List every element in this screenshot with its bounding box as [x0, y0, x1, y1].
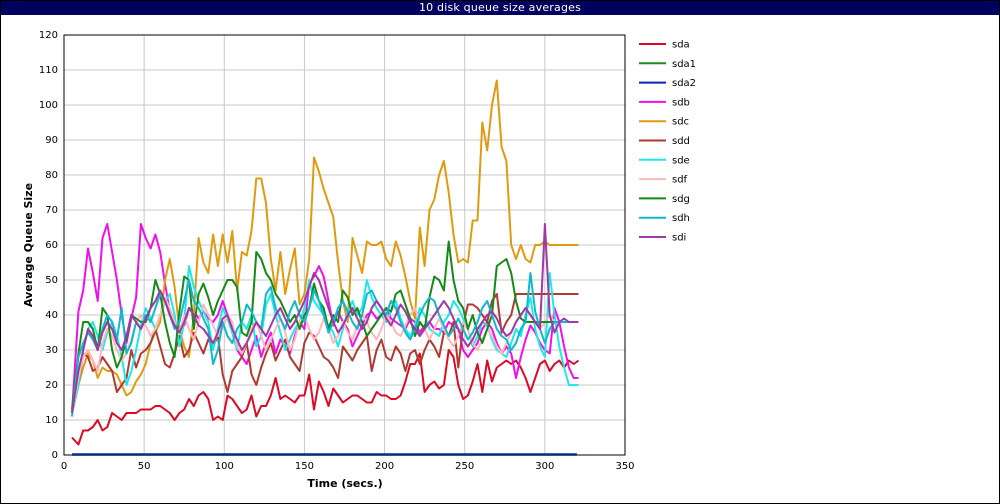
legend: sda sda1 sda2 sdb sdc sdd sde sdf sdg sdh sdi [639, 40, 696, 244]
y-tick-label: 50 [45, 275, 58, 286]
series-line-sdi [71, 223, 579, 414]
legend-label-sdb: sdb [672, 97, 690, 108]
y-tick-label: 60 [45, 240, 58, 251]
legend-label-sdf: sdf [672, 175, 688, 186]
x-tick-label: 350 [615, 461, 634, 472]
legend-label-sda1: sda1 [672, 59, 696, 70]
series-line-sdh [71, 272, 579, 417]
axis-ticks: 0 10 20 30 40 50 60 70 80 90 100 110 120 0 50 100 150 200… [39, 30, 635, 472]
y-tick-label: 100 [39, 100, 58, 111]
y-tick-label: 20 [45, 380, 58, 391]
x-tick-label: 100 [215, 461, 234, 472]
series-line-sda [71, 349, 580, 446]
x-tick-label: 50 [138, 461, 151, 472]
y-tick-label: 110 [39, 65, 58, 76]
legend-label-sdg: sdg [672, 194, 690, 205]
legend-label-sdi: sdi [672, 233, 686, 244]
x-tick-label: 0 [61, 461, 67, 472]
series-line-sdb [71, 223, 579, 414]
legend-label-sdd: sdd [672, 136, 690, 147]
legend-label-sde: sde [672, 155, 690, 166]
x-tick-label: 250 [455, 461, 474, 472]
y-tick-label: 120 [39, 30, 58, 41]
x-tick-label: 200 [375, 461, 394, 472]
x-tick-label: 150 [295, 461, 314, 472]
legend-label-sda2: sda2 [672, 78, 696, 89]
y-tick-label: 70 [45, 205, 58, 216]
series-line-sdg [71, 240, 579, 410]
y-tick-label: 0 [52, 450, 58, 461]
y-tick-label: 30 [45, 345, 58, 356]
y-tick-label: 80 [45, 170, 58, 181]
series-lines [71, 79, 580, 456]
y-tick-label: 10 [45, 415, 58, 426]
y-axis-label: Average Queue Size [22, 183, 35, 307]
y-tick-label: 40 [45, 310, 58, 321]
x-axis-label: Time (secs.) [307, 477, 382, 490]
window-title: 10 disk queue size averages [1, 1, 999, 15]
series-line-sdc [71, 79, 579, 414]
y-tick-label: 90 [45, 135, 58, 146]
x-tick-label: 300 [535, 461, 554, 472]
legend-label-sdc: sdc [672, 117, 689, 128]
legend-label-sdh: sdh [672, 213, 690, 224]
legend-label-sda: sda [672, 40, 690, 51]
